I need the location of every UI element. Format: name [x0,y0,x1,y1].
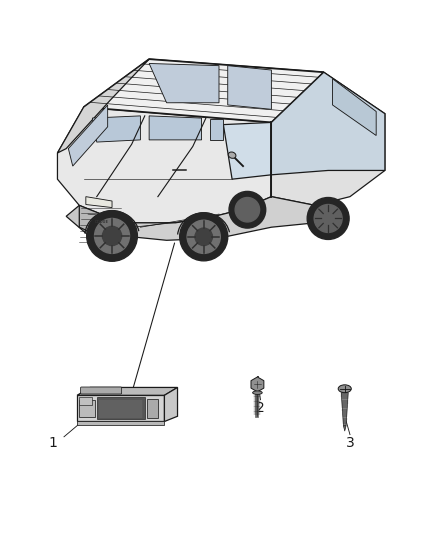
Polygon shape [343,426,346,431]
Polygon shape [79,400,95,417]
Circle shape [187,220,220,253]
Polygon shape [84,59,324,123]
Text: 1: 1 [49,437,57,450]
Polygon shape [68,105,108,166]
Ellipse shape [338,385,351,393]
Circle shape [307,198,349,239]
Polygon shape [57,107,272,223]
Polygon shape [149,63,219,103]
Polygon shape [332,79,376,135]
FancyBboxPatch shape [81,387,122,394]
Polygon shape [341,393,348,426]
Polygon shape [97,197,315,240]
Polygon shape [92,116,141,142]
Polygon shape [147,399,158,418]
Polygon shape [223,123,272,179]
Text: DODGE: DODGE [94,220,108,223]
Ellipse shape [253,391,262,394]
Polygon shape [228,66,272,109]
Polygon shape [66,205,123,247]
Polygon shape [57,59,149,153]
Text: 3: 3 [346,437,354,450]
Bar [79,397,92,405]
Polygon shape [210,119,223,140]
Polygon shape [77,395,164,422]
Circle shape [95,219,130,253]
Circle shape [229,191,266,228]
Circle shape [314,205,342,232]
Circle shape [180,213,228,261]
Text: 2: 2 [256,401,265,415]
Polygon shape [79,205,123,247]
Circle shape [102,227,122,246]
Polygon shape [77,422,164,425]
Ellipse shape [228,152,236,158]
Circle shape [235,198,260,222]
Polygon shape [164,387,177,422]
Polygon shape [149,116,201,140]
Circle shape [87,211,138,261]
Polygon shape [86,197,112,207]
Circle shape [195,228,212,246]
Polygon shape [77,387,177,395]
Polygon shape [272,72,385,175]
Polygon shape [251,377,264,392]
Polygon shape [149,59,385,205]
Polygon shape [97,398,145,419]
